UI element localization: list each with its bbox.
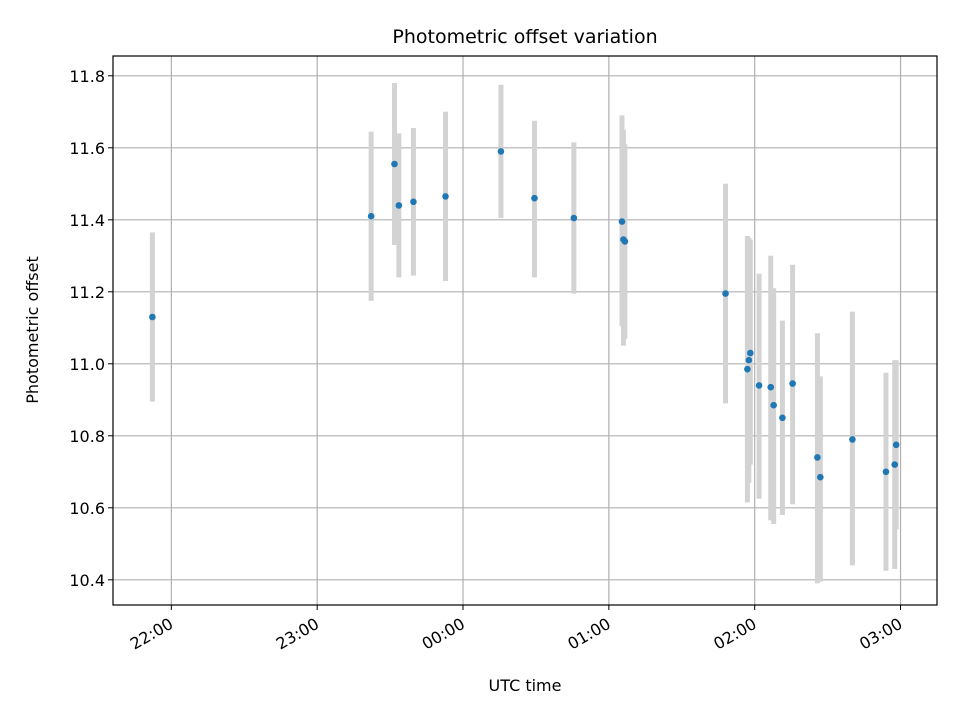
data-point: [395, 202, 403, 209]
data-point: [442, 193, 449, 200]
y-tick-label: 10.8: [69, 427, 105, 446]
data-points: [149, 148, 900, 481]
y-tick-label: 11.2: [69, 283, 105, 302]
data-point: [570, 214, 578, 222]
data-point: [882, 468, 890, 476]
data-point: [497, 148, 505, 155]
data-point: [891, 461, 899, 468]
y-tick-label: 11.4: [69, 211, 105, 230]
data-point: [621, 238, 629, 245]
data-point: [745, 356, 753, 364]
data-point: [817, 473, 824, 481]
y-axis-label: Photometric offset: [23, 256, 42, 404]
y-tick-label: 11.6: [69, 139, 105, 158]
chart-title: Photometric offset variation: [392, 26, 657, 48]
data-point: [149, 313, 156, 321]
data-point: [770, 401, 777, 409]
data-point: [755, 382, 763, 389]
data-point: [814, 454, 821, 461]
grid: [113, 56, 937, 605]
data-point: [722, 290, 729, 297]
data-point: [744, 365, 751, 373]
data-point: [410, 198, 417, 206]
plot-frame: [112, 55, 938, 606]
x-axis-label: UTC time: [489, 676, 562, 695]
y-tick-label: 11.8: [69, 67, 105, 86]
y-tick-label: 11.0: [69, 355, 105, 374]
y-tick-label: 10.4: [69, 571, 105, 590]
y-tick-label: 10.6: [69, 499, 105, 518]
data-point: [747, 349, 754, 357]
data-point: [779, 414, 786, 422]
data-point: [391, 160, 398, 168]
data-point: [767, 383, 775, 391]
data-point: [789, 380, 796, 387]
data-point: [849, 436, 856, 443]
data-point: [892, 441, 900, 449]
data-point: [367, 212, 375, 220]
data-point: [618, 218, 626, 225]
data-point: [531, 194, 538, 202]
